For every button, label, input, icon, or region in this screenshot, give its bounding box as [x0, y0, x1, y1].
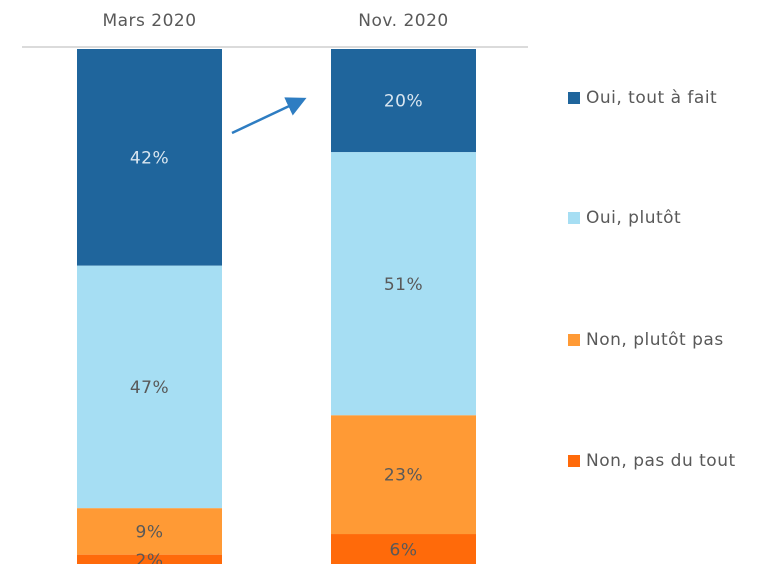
value-label: 20% [384, 92, 423, 112]
category-label: Mars 2020 [102, 11, 196, 31]
bar-segment [77, 265, 222, 509]
value-label: 23% [384, 466, 423, 486]
value-label: 47% [130, 378, 169, 398]
value-label: 9% [136, 522, 164, 542]
bar-segment [331, 152, 476, 416]
bar-segment [77, 508, 222, 555]
legend-swatch [568, 455, 580, 467]
bar-segment [331, 534, 476, 564]
value-label: 6% [390, 541, 418, 561]
bar-segment [331, 49, 476, 153]
legend-label: Oui, tout à fait [586, 88, 717, 108]
legend-label: Non, pas du tout [586, 451, 736, 471]
value-label: 2% [136, 551, 164, 564]
legend-swatch [568, 334, 580, 346]
legend-swatch [568, 212, 580, 224]
bar-segment [77, 49, 222, 266]
legend-swatch [568, 92, 580, 104]
category-label: Nov. 2020 [358, 11, 448, 31]
value-label: 42% [130, 148, 169, 168]
trend-arrow [231, 97, 307, 135]
legend-label: Non, plutôt pas [586, 330, 724, 350]
legend-label: Oui, plutôt [586, 208, 681, 228]
bar-segment [77, 554, 222, 564]
bar-segment [331, 415, 476, 535]
value-label: 51% [384, 275, 423, 295]
